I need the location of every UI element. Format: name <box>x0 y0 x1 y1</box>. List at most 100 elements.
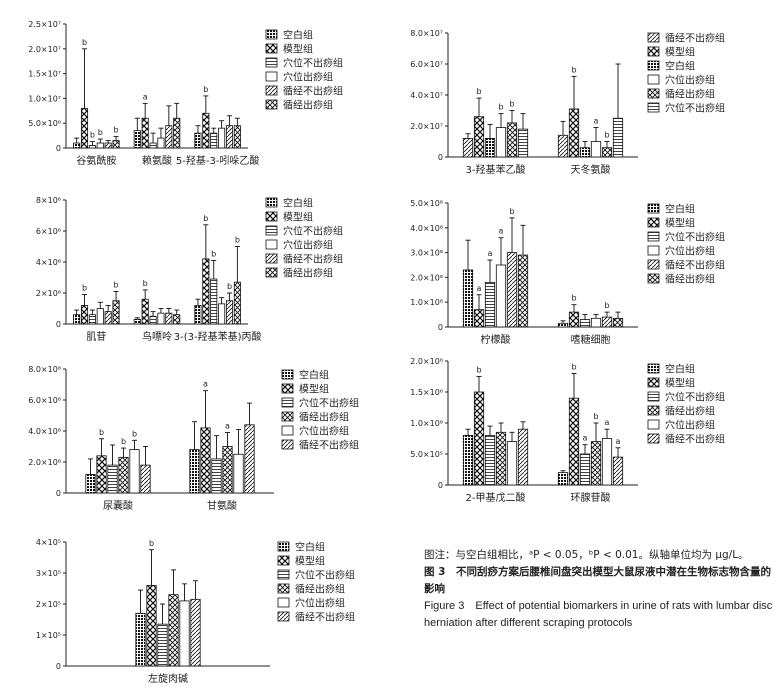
bar <box>80 304 89 325</box>
legend-swatch <box>277 569 290 580</box>
legend-label: 循经不出痧组 <box>665 433 725 446</box>
legend-label: 穴位不出痧组 <box>665 391 725 404</box>
y-tick-label: 5.0×10⁸ <box>410 199 443 208</box>
bar <box>462 137 474 158</box>
bar <box>557 472 569 486</box>
bar <box>210 132 218 149</box>
bar <box>96 455 107 494</box>
bar <box>80 107 89 149</box>
legend-swatch <box>265 267 278 278</box>
legend-label: 模型组 <box>283 211 313 224</box>
legend-label: 穴位出痧组 <box>665 245 715 258</box>
legend-swatch <box>647 273 660 284</box>
chart-panel-7: 0 1×10⁵ 2×10⁵ 3×10⁵ 4×10⁵ b 左旋肉碱 空白组模型组穴位不出痧组循经… <box>36 538 355 685</box>
y-tick-label: 3.0×10⁸ <box>410 249 443 258</box>
y-tick-label: 1.0×10⁸ <box>410 298 443 307</box>
y-tick-label: 4.0×10⁸ <box>410 224 443 233</box>
bar <box>96 308 104 325</box>
caption-note: 图注：与空白组相比，ᵃP < 0.05，ᵇP < 0.01。纵轴单位均为 μg/… <box>424 549 749 561</box>
significance-mark: a <box>499 227 504 236</box>
bar <box>601 438 613 486</box>
bar <box>222 446 233 494</box>
bar <box>495 127 507 158</box>
legend-label: 循经不出痧组 <box>283 253 343 266</box>
y-tick-label: 5.0×10⁵ <box>410 450 443 459</box>
legend-swatch <box>281 369 294 380</box>
legend-label: 循经不出痧组 <box>665 32 725 45</box>
legend-label: 空白组 <box>283 29 313 42</box>
bar <box>168 594 179 667</box>
y-tick-label: 2.0×10⁷ <box>410 122 443 131</box>
bar <box>473 309 485 328</box>
y-tick-label: 3×10⁵ <box>36 569 61 578</box>
bar <box>157 312 165 325</box>
legend-swatch <box>265 239 278 250</box>
legend-swatch <box>647 433 660 444</box>
legend-swatch <box>277 583 290 594</box>
significance-mark: b <box>604 131 609 140</box>
legend-swatch <box>277 611 290 622</box>
bar <box>590 441 602 486</box>
bar <box>104 311 112 325</box>
legend-label: 循经出痧组 <box>283 267 333 280</box>
bar <box>146 585 157 667</box>
y-tick-label: 1×10⁵ <box>36 631 61 640</box>
bar <box>473 116 485 158</box>
significance-mark: b <box>476 87 481 96</box>
chart-panel-6: 05.0×10⁵1.0×10⁶1.5×10⁶2.0×10⁶b2-甲基戊二酸bab… <box>410 357 725 504</box>
bar <box>210 278 218 325</box>
bar <box>96 142 104 149</box>
significance-mark: b <box>132 429 137 438</box>
bar <box>189 449 200 494</box>
x-category-label: 赖氨酸 <box>142 154 172 167</box>
bar <box>149 142 157 149</box>
legend-swatch <box>277 555 290 566</box>
y-tick-label: 0 <box>56 489 61 498</box>
figure-caption: 图注：与空白组相比，ᵃP < 0.05，ᵇP < 0.01。纵轴单位均为 μg/… <box>424 547 774 632</box>
bar <box>612 317 624 328</box>
bar <box>517 428 529 486</box>
bar <box>157 623 168 667</box>
y-tick-label: 0 <box>56 662 61 671</box>
significance-mark: b <box>227 282 232 291</box>
y-tick-label: 1.5×10⁶ <box>410 388 443 397</box>
legend-swatch <box>265 43 278 54</box>
legend-label: 穴位出痧组 <box>299 425 349 438</box>
legend-label: 穴位不出痧组 <box>665 231 725 244</box>
significance-mark: b <box>571 294 576 303</box>
bar <box>112 300 120 325</box>
legend-label: 循经出痧组 <box>283 99 333 112</box>
significance-mark: a <box>225 422 230 431</box>
legend-label: 循经不出痧组 <box>283 85 343 98</box>
bar <box>462 269 474 328</box>
y-tick-label: 6.0×10⁷ <box>410 60 443 69</box>
bar <box>194 132 202 149</box>
bar <box>590 141 602 158</box>
bar <box>165 312 173 325</box>
x-category-label: 肌苷 <box>86 330 106 343</box>
bar <box>225 300 234 325</box>
legend-label: 穴位不出痧组 <box>665 102 725 115</box>
bar <box>495 264 507 328</box>
x-category-label: 尿囊酸 <box>103 499 133 512</box>
bar <box>85 473 96 494</box>
significance-mark: b <box>476 366 481 375</box>
significance-mark: b <box>99 428 104 437</box>
y-tick-label: 4.0×10⁸ <box>28 427 61 436</box>
bar <box>200 427 211 494</box>
x-category-label: 嗜糖细胞 <box>571 333 611 346</box>
chart-panel-4: 0 1.0×10⁸ 2.0×10⁸ 3.0×10⁸ 4.0×10⁸ 5.0×10⁸ a a a b… <box>410 199 725 346</box>
legend-swatch <box>647 245 660 256</box>
significance-mark: b <box>498 103 503 112</box>
bar <box>495 431 507 486</box>
legend-swatch <box>265 71 278 82</box>
bar <box>133 318 141 325</box>
legend-label: 循经出痧组 <box>295 583 345 596</box>
bar <box>73 314 81 325</box>
legend-label: 穴位不出痧组 <box>299 397 359 410</box>
significance-mark: b <box>98 128 103 137</box>
legend-swatch <box>265 85 278 96</box>
